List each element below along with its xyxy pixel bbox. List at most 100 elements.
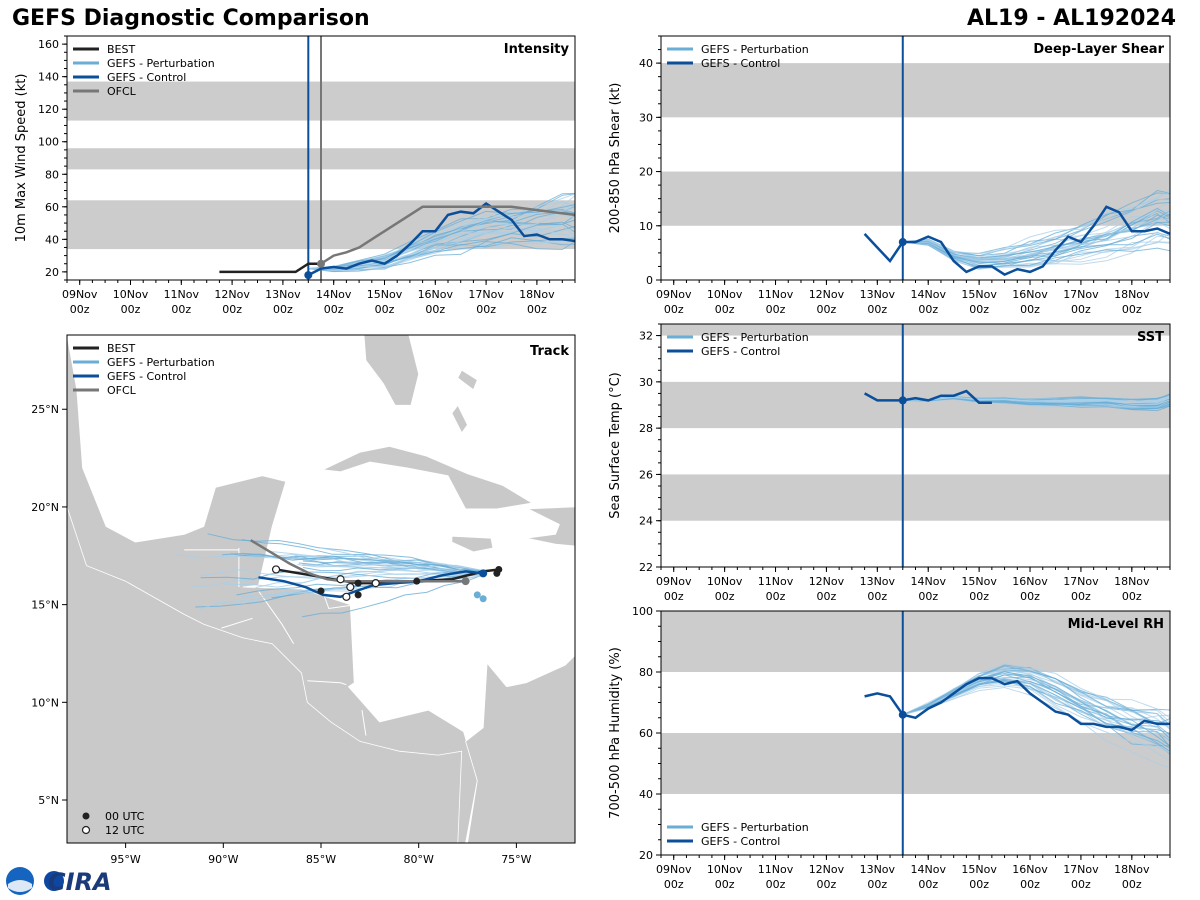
diagnostic-figure: 2040608010012014016009Nov00z10Nov00z11No… [0, 0, 1200, 900]
y-axis-label: Sea Surface Temp (°C) [608, 372, 623, 519]
x-tick-label: 11Nov [758, 288, 794, 301]
ofcl-init-marker [317, 260, 325, 268]
legend-marker-00utc [83, 813, 90, 820]
x-tick-label: 17Nov [468, 288, 504, 301]
panel-title: SST [1137, 330, 1164, 345]
legend-label: GEFS - Perturbation [107, 57, 215, 70]
x-tick-label: 00z [1122, 303, 1142, 316]
x-tick-label: 10Nov [113, 288, 149, 301]
x-tick-label: 15Nov [367, 288, 403, 301]
legend-label: OFCL [107, 85, 137, 98]
legend-label: GEFS - Control [701, 345, 780, 358]
lat-tick-label: 25°N [31, 403, 59, 416]
x-tick-label: 11Nov [758, 575, 794, 588]
y-tick-label: 24 [639, 515, 653, 528]
x-tick-label: 00z [664, 878, 684, 891]
y-tick-label: 40 [45, 233, 59, 246]
panel-title: Track [530, 344, 569, 359]
x-tick-label: 00z [1071, 878, 1091, 891]
x-tick-label: 00z [969, 878, 989, 891]
control-init-marker [479, 569, 487, 577]
x-tick-label: 00z [766, 590, 786, 603]
legend-label: BEST [107, 43, 135, 56]
lat-tick-label: 5°N [38, 794, 59, 807]
y-tick-label: 20 [639, 166, 653, 179]
y-tick-label: 160 [38, 38, 59, 51]
legend-label: BEST [107, 342, 135, 355]
x-tick-label: 14Nov [316, 288, 352, 301]
lat-tick-label: 20°N [31, 501, 59, 514]
x-tick-label: 13Nov [860, 863, 896, 876]
x-tick-label: 18Nov [1114, 863, 1150, 876]
x-tick-label: 11Nov [758, 863, 794, 876]
x-tick-label: 13Nov [860, 575, 896, 588]
perturbation-member-line [903, 681, 1170, 733]
x-tick-label: 00z [476, 303, 496, 316]
x-tick-label: 10Nov [707, 863, 743, 876]
y-tick-label: 60 [639, 727, 653, 740]
x-tick-label: 00z [766, 878, 786, 891]
legend-label: GEFS - Perturbation [701, 331, 809, 344]
x-tick-label: 17Nov [1063, 575, 1099, 588]
legend-label: GEFS - Control [107, 71, 186, 84]
x-tick-label: 00z [70, 303, 90, 316]
lon-tick-label: 90°W [208, 853, 238, 866]
panel-title: Deep-Layer Shear [1033, 42, 1164, 57]
x-tick-label: 00z [918, 590, 938, 603]
best-point-00utc [493, 570, 500, 577]
y-axis-label: 200-850 hPa Shear (kt) [608, 83, 623, 234]
y-tick-label: 80 [639, 666, 653, 679]
intensity-panel: 20 40 60 80 100 120 140 160 09Nov 00z 10Nov 00z 11No… [14, 36, 575, 316]
x-tick-label: 00z [817, 303, 837, 316]
control-init-marker [899, 396, 907, 404]
track-panel: 95°W 90°W 85°W 80°W 75°W 5°N 10°N 15°N 20°N 25°N T… [31, 335, 575, 866]
x-tick-label: 16Nov [1012, 863, 1048, 876]
ofcl-init-marker [462, 577, 470, 585]
lon-tick-label: 95°W [110, 853, 140, 866]
x-tick-label: 15Nov [961, 288, 997, 301]
shear-panel: 0 10 20 30 40 09Nov 00z 10Nov 00z 11Nov 00z 12Nov 00… [608, 36, 1170, 316]
x-tick-label: 14Nov [910, 288, 946, 301]
x-tick-label: 00z [375, 303, 395, 316]
x-tick-label: 00z [1122, 590, 1142, 603]
legend-label: OFCL [107, 384, 137, 397]
legend-label: GEFS - Perturbation [701, 43, 809, 56]
x-tick-label: 00z [425, 303, 445, 316]
legend-label: GEFS - Control [107, 370, 186, 383]
x-tick-label: 14Nov [910, 863, 946, 876]
panel-title: Intensity [504, 42, 570, 57]
x-tick-label: 09Nov [656, 288, 692, 301]
x-tick-label: 00z [171, 303, 191, 316]
best-point-12utc [372, 580, 379, 587]
x-tick-label: 09Nov [656, 575, 692, 588]
map-area [67, 335, 575, 843]
best-point-12utc [337, 576, 344, 583]
rh-panel: 2040608010009Nov00z10Nov00z11Nov00z12Nov… [608, 605, 1170, 891]
cira-logo-text: CIRA [48, 868, 112, 896]
x-tick-label: 00z [867, 878, 887, 891]
y-tick-label: 22 [639, 561, 653, 574]
control-init-marker [899, 711, 907, 719]
x-tick-label: 00z [664, 590, 684, 603]
x-tick-label: 10Nov [707, 575, 743, 588]
threshold-band [661, 172, 1170, 226]
best-point-00utc [355, 580, 362, 587]
y-tick-label: 100 [632, 605, 653, 618]
best-point-12utc [273, 566, 280, 573]
y-axis-label: 10m Max Wind Speed (kt) [14, 74, 29, 243]
legend-label: 00 UTC [105, 810, 145, 823]
x-tick-label: 18Nov [1114, 575, 1150, 588]
x-tick-label: 00z [1020, 590, 1040, 603]
x-tick-label: 13Nov [265, 288, 301, 301]
series-line-best [219, 264, 321, 272]
x-tick-label: 00z [222, 303, 242, 316]
x-tick-label: 15Nov [961, 863, 997, 876]
sst-panel: 22 24 26 28 30 32 09Nov 00z 10Nov 00z 11Nov 00z 12No… [608, 289, 1170, 603]
x-tick-label: 10Nov [707, 288, 743, 301]
x-tick-label: 17Nov [1063, 863, 1099, 876]
plot-area [661, 36, 1170, 280]
x-tick-label: 12Nov [809, 575, 845, 588]
best-point-00utc [318, 587, 325, 594]
threshold-band [661, 63, 1170, 117]
legend-label: GEFS - Perturbation [107, 356, 215, 369]
